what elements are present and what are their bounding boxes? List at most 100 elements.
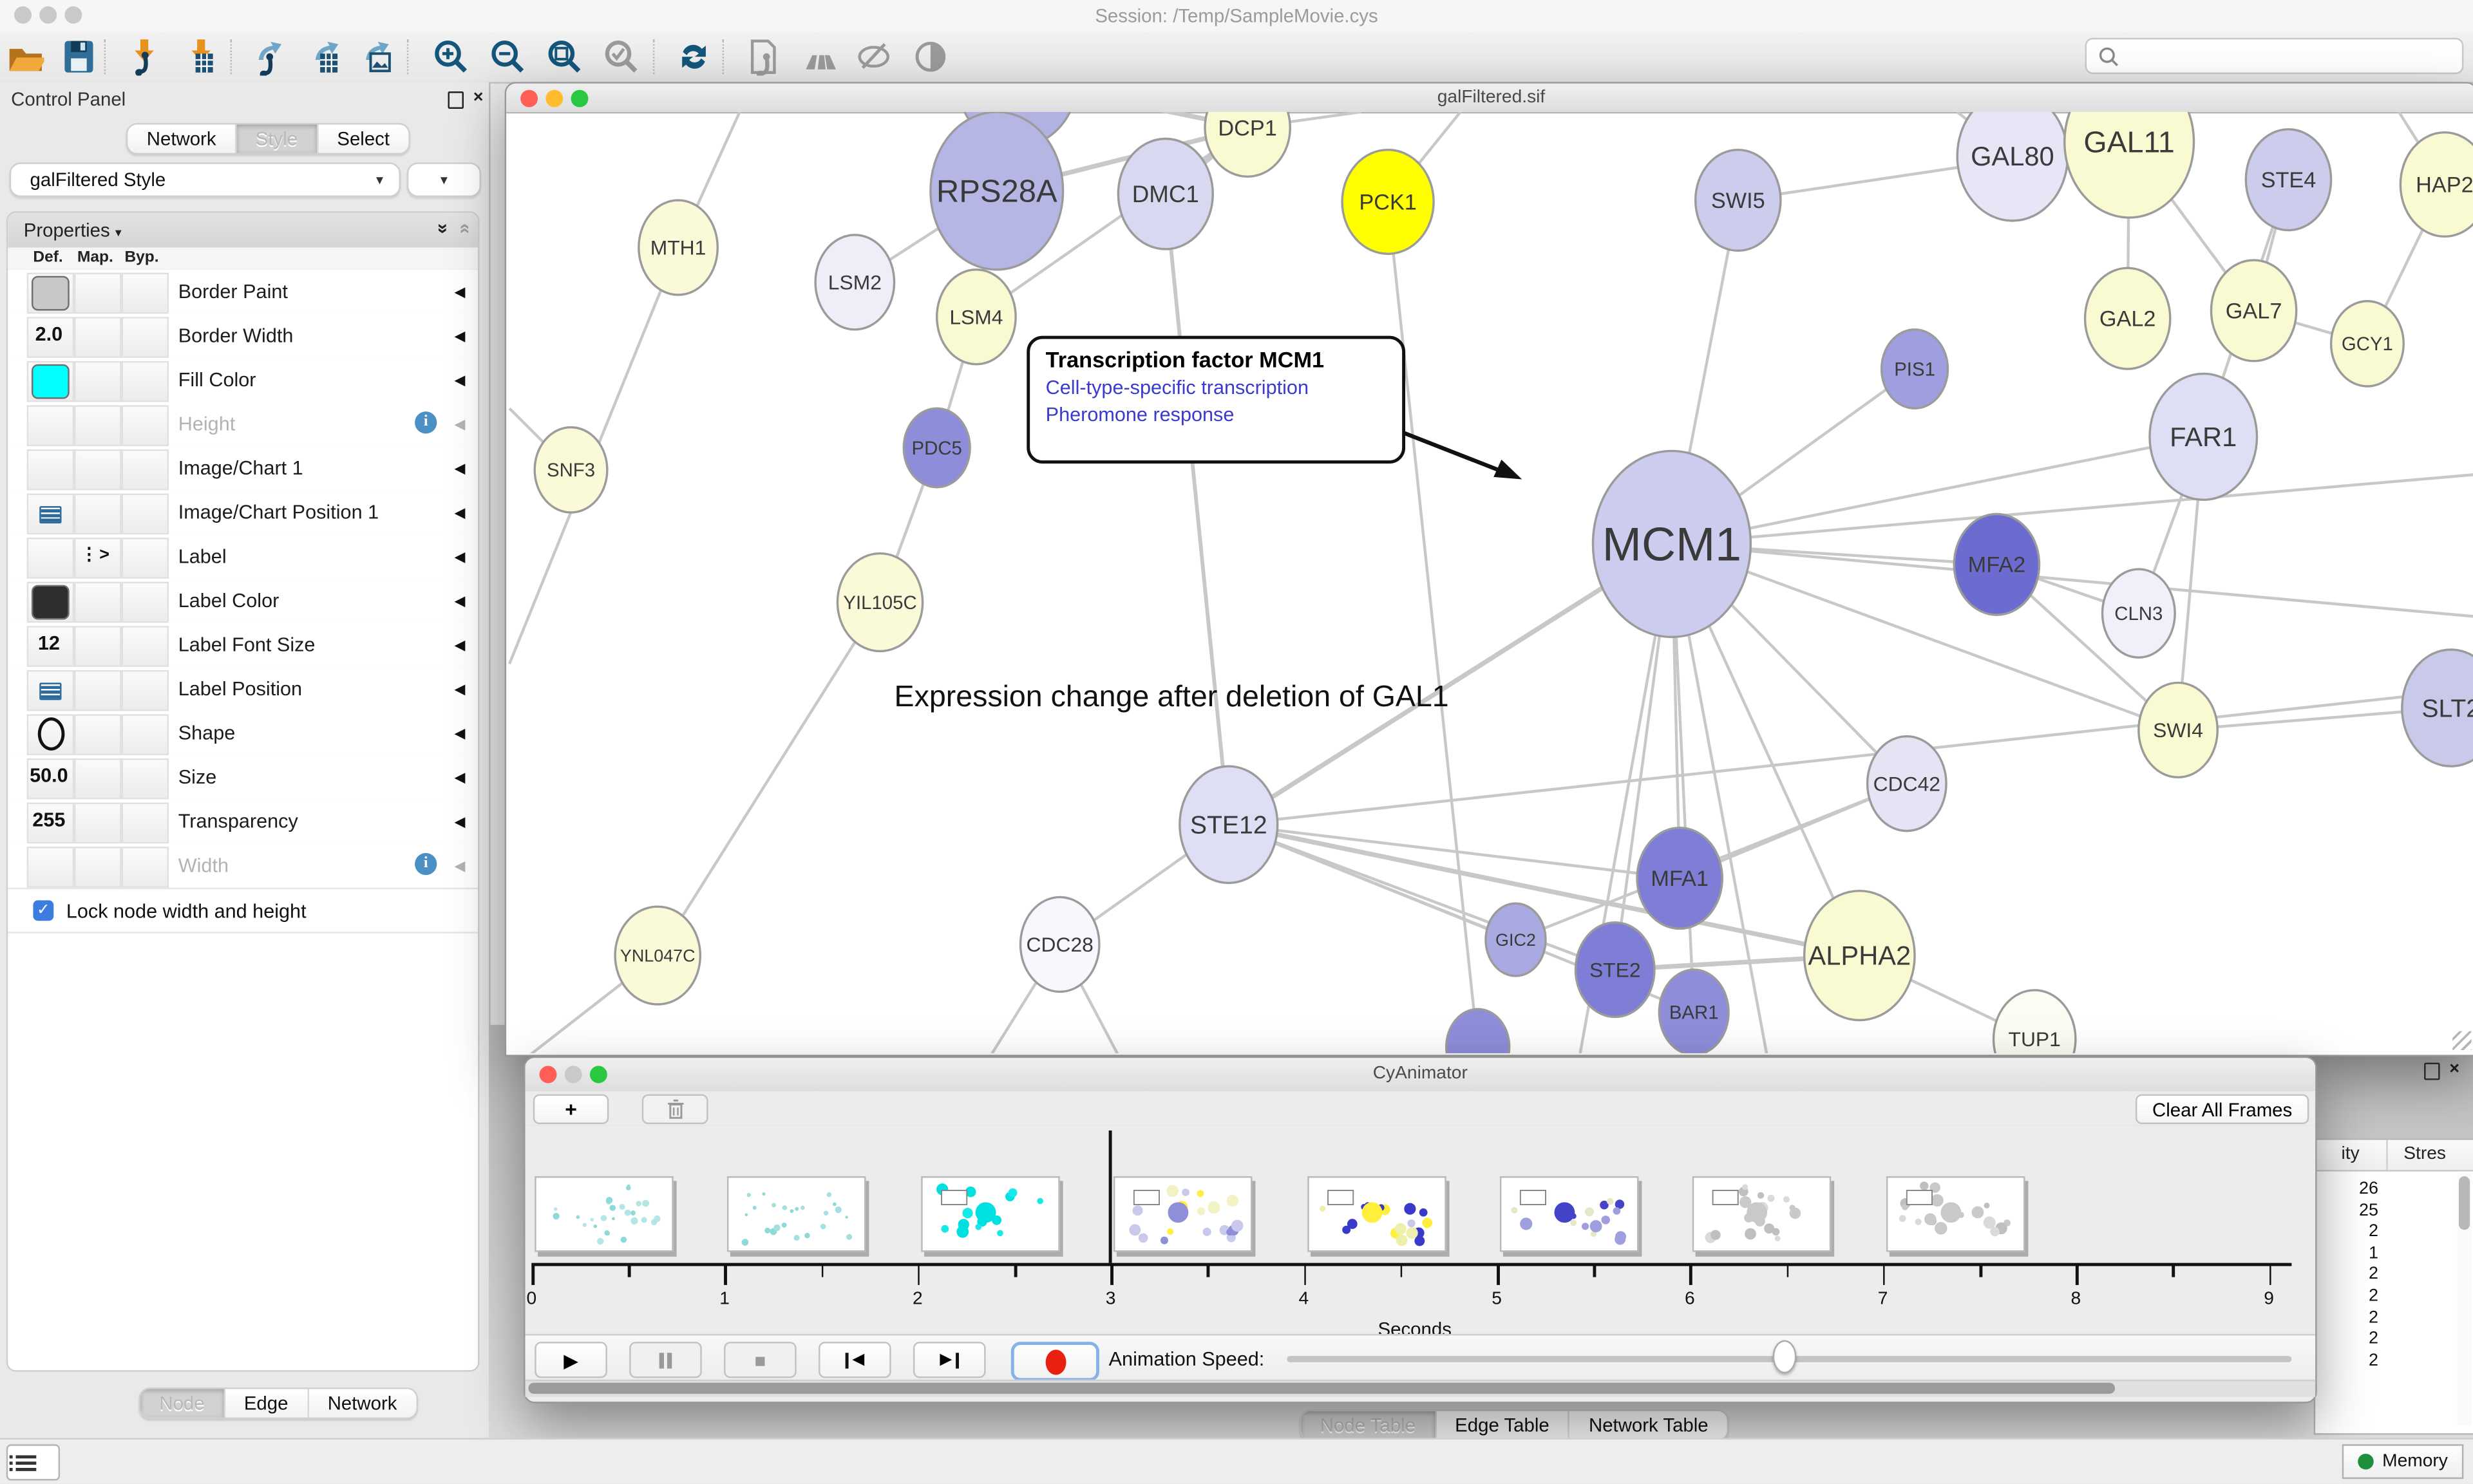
import-network-button[interactable] [123,36,167,77]
property-row-image-chart-position-1[interactable]: Image/Chart Position 1 ◀ [8,490,478,536]
timeline-scrollbar[interactable] [525,1379,2316,1397]
color-swatch[interactable] [31,585,70,620]
zoom-icon[interactable] [589,1066,607,1084]
tab-select[interactable]: Select [317,124,409,153]
style-scope-tab-network[interactable]: Network [308,1389,416,1418]
network-node-YNL047C[interactable]: YNL047C [614,905,702,1006]
minimize-window-icon[interactable] [39,6,57,24]
property-row-border-paint[interactable]: Border Paint ◀ [8,269,478,315]
frame-thumbnail-0[interactable] [535,1176,674,1252]
tab-style[interactable]: Style [236,124,318,153]
table-cell[interactable]: 2 [2369,1222,2379,1241]
float-panel-icon[interactable] [448,91,464,109]
expand-row-icon[interactable]: ◀ [454,813,466,830]
property-row-label[interactable]: ⋮> Label ◀ [8,534,478,581]
export-image-button[interactable] [356,36,401,77]
expand-row-icon[interactable]: ◀ [454,328,466,344]
expand-row-icon[interactable]: ◀ [454,283,466,300]
style-selector-dropdown[interactable]: galFiltered Style ▾ [9,162,401,198]
property-cell[interactable] [74,361,122,402]
network-node-GAL2[interactable]: GAL2 [2083,267,2172,370]
export-network-button[interactable] [249,36,294,77]
zoom-in-button[interactable] [429,36,473,77]
property-row-border-width[interactable]: 2.0 Border Width ◀ [8,314,478,360]
network-node-MFA1[interactable]: MFA1 [1636,827,1724,930]
apply-layout-button[interactable] [672,36,716,77]
network-node-unlabeled[interactable] [1445,1008,1511,1053]
search-field[interactable] [2085,37,2464,75]
frame-thumbnail-1[interactable] [727,1176,867,1252]
property-cell[interactable] [121,670,169,711]
network-node-SWI4[interactable]: SWI4 [2137,681,2219,779]
color-swatch[interactable] [31,276,70,311]
property-cell[interactable] [26,670,75,711]
network-node-SLT2[interactable]: SLT2 [2401,648,2473,767]
network-node-GCY1[interactable]: GCY1 [2329,300,2405,388]
property-cell[interactable] [74,670,122,711]
frame-thumbnail-4[interactable] [1307,1176,1446,1252]
table-cell[interactable]: 2 [2369,1308,2379,1328]
property-row-shape[interactable]: Shape ◀ [8,711,478,757]
close-icon[interactable] [520,89,538,108]
property-row-label-position[interactable]: Label Position ◀ [8,666,478,713]
table-scrollbar[interactable] [2457,1173,2472,1425]
style-scope-tab-edge[interactable]: Edge [225,1389,309,1418]
zoom-out-button[interactable] [486,36,530,77]
column-header-degree[interactable]: ity [2341,1144,2360,1164]
property-cell[interactable] [74,538,122,579]
property-row-transparency[interactable]: 255 Transparency ◀ [8,799,478,845]
zoom-icon[interactable] [571,89,589,108]
network-node-MCM1[interactable]: MCM1 [1591,449,1752,639]
network-node-PCK1[interactable]: PCK1 [1341,148,1435,256]
network-node-CDC28[interactable]: CDC28 [1019,896,1101,993]
property-cell[interactable] [74,272,122,314]
add-frame-button[interactable]: + [533,1094,609,1125]
expand-all-icon[interactable]: « [455,223,478,234]
float-table-panel-icon[interactable] [2424,1062,2440,1080]
column-header-stress[interactable]: Stres [2403,1144,2446,1164]
property-cell[interactable] [26,758,75,800]
network-node-FAR1[interactable]: FAR1 [2148,372,2259,502]
maximize-window-icon[interactable] [64,6,82,24]
property-cell[interactable] [74,626,122,667]
network-node-SNF3[interactable]: SNF3 [533,426,609,514]
column-divider[interactable] [2386,1140,2388,1170]
table-cell[interactable]: 26 [2359,1179,2379,1199]
network-node-TUP1[interactable]: TUP1 [1992,989,2077,1053]
zoom-selected-button[interactable] [600,36,644,77]
property-cell[interactable] [74,493,122,535]
network-node-CLN3[interactable]: CLN3 [2101,568,2176,659]
expand-row-icon[interactable]: ◀ [454,769,466,785]
property-row-size[interactable]: 50.0 Size ◀ [8,755,478,802]
annotation-link[interactable]: Cell-type-specific transcription [1045,377,1309,399]
network-node-RPS28A[interactable]: RPS28A [929,111,1065,271]
export-table-button[interactable] [306,36,350,77]
network-node-STE12[interactable]: STE12 [1179,765,1279,885]
property-cell[interactable] [121,493,169,535]
hide-panels-button[interactable] [851,36,896,77]
table-cell[interactable]: 2 [2369,1286,2379,1306]
expand-row-icon[interactable]: ◀ [454,416,466,433]
frame-thumbnail-2[interactable] [920,1176,1060,1252]
show-panels-button[interactable] [909,36,953,77]
property-cell[interactable] [74,847,122,888]
table-tab-node-table[interactable]: Node Table [1301,1411,1436,1440]
table-cell[interactable]: 2 [2369,1265,2379,1284]
zoom-fit-button[interactable] [542,36,587,77]
network-node-STE2[interactable]: STE2 [1574,921,1656,1019]
style-scope-tab-node[interactable]: Node [140,1389,225,1418]
network-node-PIS1[interactable]: PIS1 [1880,328,1949,410]
table-cell[interactable]: 2 [2369,1351,2379,1370]
clear-all-frames-button[interactable]: Clear All Frames [2135,1094,2309,1125]
default-value[interactable]: 12 [37,632,60,655]
expand-row-icon[interactable]: ◀ [454,725,466,742]
close-panel-icon[interactable]: × [473,88,484,108]
frame-thumbnail-6[interactable] [1692,1176,1832,1252]
network-node-HAP2[interactable]: HAP2 [2399,131,2473,238]
info-icon[interactable]: i [415,852,437,876]
table-cell[interactable]: 2 [2369,1329,2379,1349]
table-tab-network-table[interactable]: Network Table [1569,1411,1728,1440]
network-node-GIC2[interactable]: GIC2 [1484,902,1547,977]
stop-button[interactable]: ■ [724,1342,797,1378]
